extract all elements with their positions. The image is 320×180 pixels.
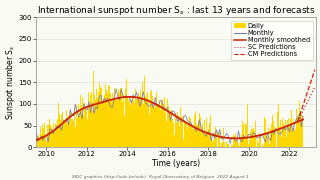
X-axis label: Time (years): Time (years) xyxy=(152,159,200,168)
Y-axis label: Sunspot number S$_s$: Sunspot number S$_s$ xyxy=(4,45,17,120)
Text: SIDC graphics (http://sidc.be/sidc)  Royal Observatory of Belgium  2022 August 1: SIDC graphics (http://sidc.be/sidc) Roya… xyxy=(72,175,248,179)
Title: International sunspot number S$_s$ : last 13 years and forecasts: International sunspot number S$_s$ : las… xyxy=(37,4,315,17)
Legend: Daily, Monthly, Monthly smoothed, SC Predictions, CM Predictions: Daily, Monthly, Monthly smoothed, SC Pre… xyxy=(231,21,313,60)
